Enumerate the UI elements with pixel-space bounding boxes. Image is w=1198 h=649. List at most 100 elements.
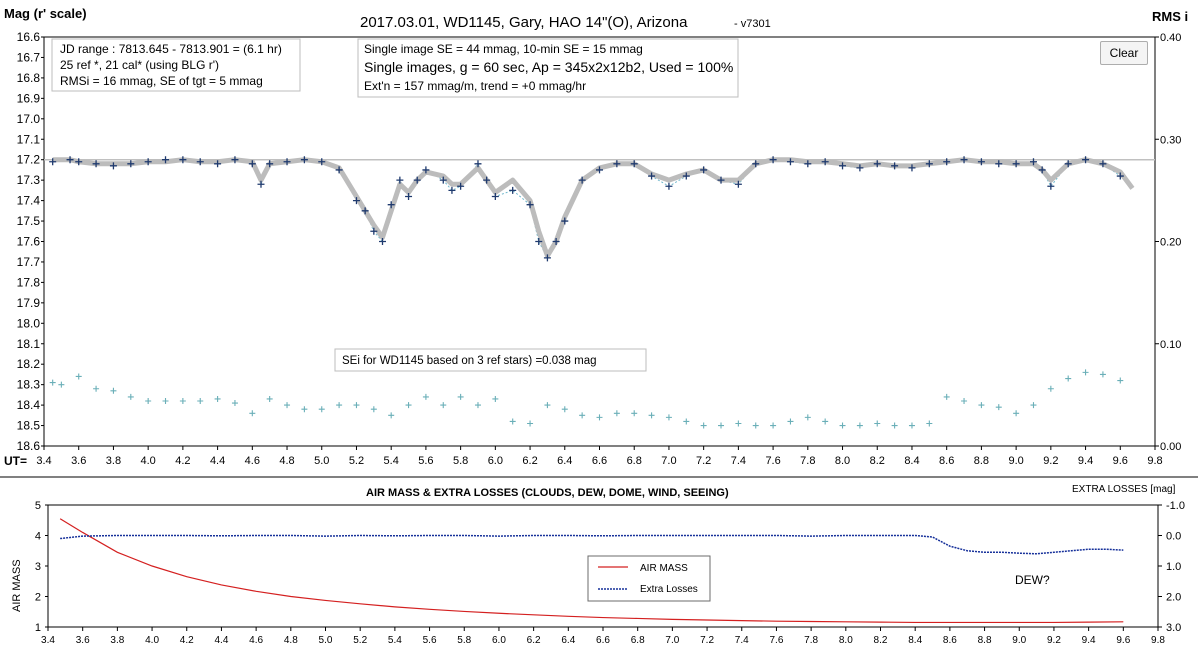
y2-axis-label: RMS i: [1152, 9, 1188, 24]
rms-point: [718, 422, 725, 429]
y-tick-label: 17.0: [17, 112, 41, 126]
rms-point: [596, 414, 603, 421]
x-tick-label: 5.6: [418, 455, 433, 467]
x-tick-label: 8.6: [939, 455, 954, 467]
rms-point: [1013, 410, 1020, 417]
x-tick-label: 5.0: [314, 455, 329, 467]
mag-point: [231, 156, 239, 164]
mag-point: [92, 160, 100, 168]
x-tick-label: 9.8: [1147, 455, 1162, 467]
rms-point: [613, 410, 620, 417]
rms-point: [284, 402, 291, 409]
bottom-x-tick-label: 4.6: [249, 635, 263, 646]
mag-point: [283, 158, 291, 166]
rms-point: [93, 385, 100, 392]
x-tick-label: 8.8: [974, 455, 989, 467]
mag-point: [561, 217, 569, 225]
mag-point: [908, 164, 916, 172]
x-tick-label: 4.8: [279, 455, 294, 467]
rms-point: [874, 420, 881, 427]
mag-point: [483, 176, 491, 184]
mag-point: [318, 158, 326, 166]
x-tick-label: 9.6: [1113, 455, 1128, 467]
mag-point: [509, 186, 517, 194]
bottom-y-tick-label: 2: [35, 592, 41, 604]
mag-point: [361, 207, 369, 215]
mag-point: [75, 158, 83, 166]
bottom-y2-tick-label: -1.0: [1166, 500, 1185, 512]
mag-point: [109, 162, 117, 170]
bottom-x-tick-label: 3.4: [41, 635, 55, 646]
mag-point: [1082, 156, 1090, 164]
bottom-y-axis-label: AIR MASS: [11, 559, 23, 612]
mag-point: [144, 158, 152, 166]
y2-tick-label: 0.00: [1160, 441, 1181, 453]
rms-point: [804, 414, 811, 421]
y-tick-label: 17.9: [17, 296, 41, 310]
rms-point: [631, 410, 638, 417]
bottom-y-tick-label: 1: [35, 622, 41, 634]
mag-point: [127, 160, 135, 168]
mag-point: [682, 172, 690, 180]
bottom-x-tick-label: 7.0: [665, 635, 679, 646]
rms-point: [492, 395, 499, 402]
mag-point: [552, 238, 560, 245]
y-tick-label: 18.6: [17, 439, 41, 453]
x-tick-label: 3.6: [71, 455, 86, 467]
bottom-x-tick-label: 3.8: [110, 635, 124, 646]
bottom-y2-tick-label: 0.0: [1166, 531, 1181, 543]
y2-tick-label: 0.10: [1160, 339, 1181, 351]
rms-point: [943, 393, 950, 400]
mag-point: [413, 176, 421, 184]
mag-point: [752, 160, 760, 168]
rms-point: [1030, 402, 1037, 409]
bottom-x-tick-label: 5.8: [457, 635, 471, 646]
rms-point: [1065, 375, 1072, 382]
x-tick-label: 7.0: [661, 455, 676, 467]
rms-point: [318, 406, 325, 413]
x-tick-label: 7.8: [800, 455, 815, 467]
x-axis-label: UT=: [4, 454, 27, 468]
bottom-y2-tick-label: 3.0: [1166, 622, 1181, 634]
smoothed-fit-curve: [52, 157, 1135, 259]
mag-point: [856, 164, 864, 172]
rms-point: [908, 422, 915, 429]
y-tick-label: 16.9: [17, 91, 41, 105]
rms-point: [891, 422, 898, 429]
rms-point: [214, 395, 221, 402]
mag-point: [543, 254, 551, 262]
x-tick-label: 7.2: [696, 455, 711, 467]
bottom-y2-tick-label: 2.0: [1166, 592, 1181, 604]
rms-point: [422, 393, 429, 400]
rms-point: [58, 381, 65, 388]
mag-point: [448, 186, 456, 194]
y2-tick-label: 0.40: [1160, 32, 1181, 44]
info-single-se: Single image SE = 44 mmag, 10-min SE = 1…: [364, 42, 643, 56]
mag-point: [474, 160, 482, 168]
mag-point: [196, 158, 204, 166]
info-box-jd: JD range : 7813.645 - 7813.901 = (6.1 hr…: [51, 38, 301, 92]
y-tick-label: 17.5: [17, 214, 41, 228]
rms-point: [231, 400, 238, 407]
x-tick-label: 5.8: [453, 455, 468, 467]
mag-point: [300, 156, 308, 164]
mag-point: [66, 156, 74, 164]
bottom-x-tick-label: 6.6: [596, 635, 610, 646]
x-tick-label: 3.8: [106, 455, 121, 467]
bottom-x-tick-label: 7.6: [769, 635, 783, 646]
chart-title: 2017.03.01, WD1145, Gary, HAO 14"(O), Ar…: [360, 14, 688, 31]
mag-point: [1038, 166, 1046, 174]
mag-point: [804, 160, 812, 168]
rms-point: [266, 395, 273, 402]
rms-point: [822, 418, 829, 425]
rms-point: [527, 420, 534, 427]
mag-point: [1047, 182, 1055, 190]
mag-point: [379, 238, 387, 245]
mag-point: [491, 193, 499, 201]
y-tick-label: 17.3: [17, 173, 41, 187]
mag-point: [387, 201, 395, 209]
rms-point: [665, 414, 672, 421]
rms-point: [1117, 377, 1124, 384]
bottom-y2-axis-label: EXTRA LOSSES [mag]: [1072, 484, 1176, 495]
clear-button[interactable]: Clear: [1100, 41, 1148, 65]
